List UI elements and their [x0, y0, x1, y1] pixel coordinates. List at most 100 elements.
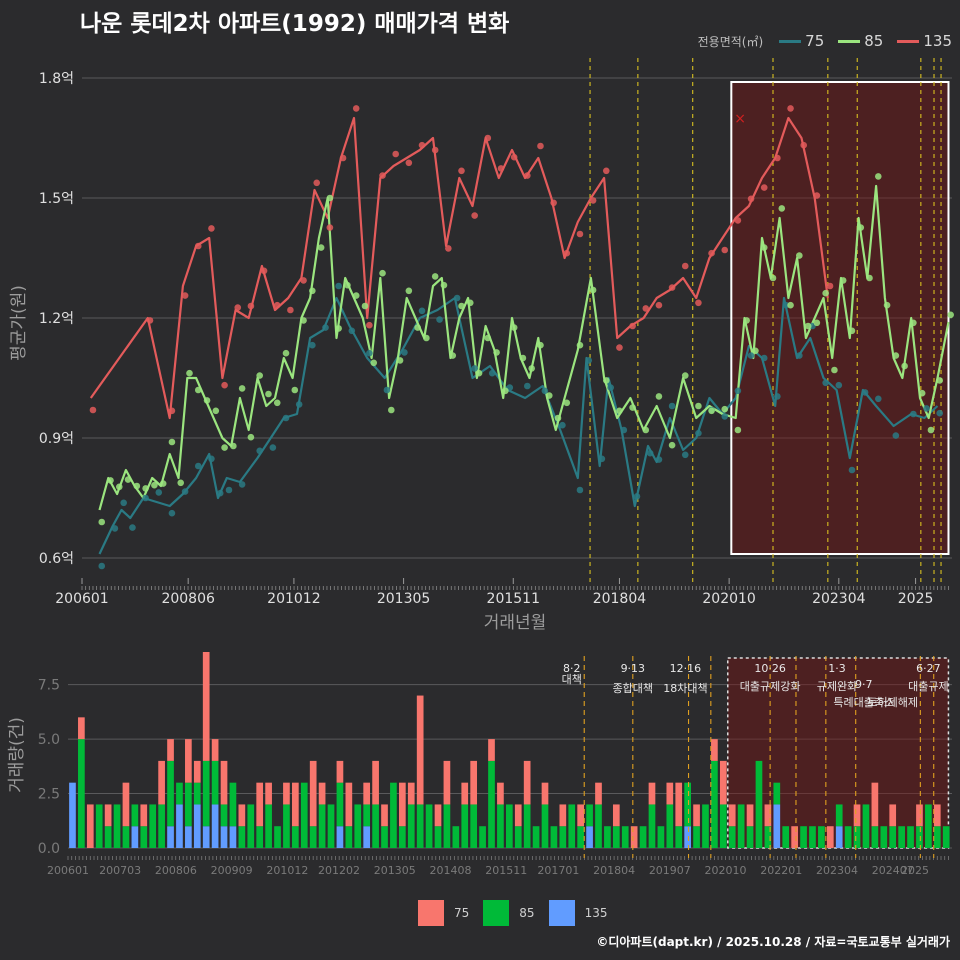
bar-segment-85: [532, 826, 540, 848]
legend-label-135: 135: [923, 32, 952, 50]
series-point-85: [212, 407, 220, 415]
bar-x-tick-label: 201202: [318, 864, 360, 877]
bar-segment-75: [497, 782, 504, 805]
bar-segment-135: [176, 804, 183, 848]
bar-segment-75: [693, 804, 700, 827]
series-point-85: [743, 317, 750, 324]
policy-text-label: 18차대책: [663, 682, 707, 695]
series-point-75: [142, 494, 149, 502]
series-point-85: [721, 405, 729, 413]
y-axis-title: 평균가(원): [9, 285, 29, 361]
series-point-75: [471, 365, 478, 372]
series-point-85: [545, 392, 553, 399]
series-point-135: [234, 304, 242, 311]
series-point-75: [488, 369, 496, 377]
series-point-85: [528, 365, 535, 372]
series-point-135: [352, 105, 360, 112]
series-point-85: [787, 301, 794, 309]
bar-segment-85: [657, 826, 665, 848]
series-point-75: [111, 525, 119, 532]
series-point-85: [466, 299, 474, 307]
bar-segment-75: [443, 760, 451, 805]
bar-segment-85: [907, 826, 914, 848]
series-point-135: [418, 141, 426, 149]
policy-text-label: 대출규제: [908, 680, 948, 693]
legend-box-75: [418, 900, 444, 926]
series-point-135: [563, 249, 571, 257]
bar-segment-85: [167, 760, 174, 827]
series-point-75: [216, 489, 224, 497]
legend-top-item: 135: [889, 32, 952, 50]
series-point-75: [655, 456, 663, 463]
series-point-135: [208, 225, 215, 232]
series-point-85: [589, 286, 597, 294]
series-point-85: [681, 372, 689, 379]
bar-segment-85: [604, 826, 611, 848]
bar-segment-85: [140, 826, 148, 848]
bar-segment-135: [586, 826, 593, 848]
bar-segment-85: [176, 782, 183, 805]
series-point-85: [291, 386, 299, 394]
bar-segment-85: [835, 804, 843, 827]
bar-segment-135: [835, 826, 843, 848]
bar-segment-75: [238, 804, 246, 827]
bar-segment-85: [719, 804, 727, 848]
series-point-135: [510, 153, 518, 161]
series-point-85: [554, 414, 562, 422]
bar-segment-75: [711, 739, 718, 761]
highlight-box: [730, 81, 950, 555]
bar-segment-85: [211, 760, 219, 805]
bar-segment-75: [140, 804, 148, 827]
series-point-75: [282, 414, 290, 422]
series-point-135: [721, 246, 729, 254]
legend-bottom-label-135: 135: [584, 906, 608, 920]
bar-segment-85: [514, 826, 522, 848]
series-point-135: [300, 277, 307, 284]
series-point-75: [747, 352, 755, 359]
series-point-135: [524, 172, 531, 179]
series-point-75: [335, 282, 342, 290]
series-point-85: [405, 287, 413, 295]
bar-segment-85: [746, 826, 754, 848]
x-tick-label: 202304: [812, 591, 866, 607]
series-point-85: [247, 433, 255, 441]
bar-y-tick-label: 0.0: [38, 841, 60, 857]
series-point-135: [287, 306, 294, 314]
series-point-85: [238, 385, 246, 392]
bar-segment-75: [372, 760, 379, 805]
bar-y-tick-label: 7.5: [38, 678, 60, 694]
bar-segment-85: [728, 826, 736, 848]
bar-segment-85: [220, 804, 228, 827]
bar-segment-75: [363, 782, 371, 805]
series-point-75: [541, 387, 549, 395]
series-point-85: [752, 347, 759, 355]
series-point-75: [861, 389, 869, 396]
bar-segment-85: [853, 826, 861, 848]
bar-segment-75: [514, 804, 522, 827]
bar-segment-85: [363, 804, 371, 827]
series-point-85: [629, 404, 636, 411]
bar-segment-135: [69, 782, 76, 848]
bar-segment-75: [595, 782, 602, 805]
bar-segment-75: [764, 804, 772, 827]
bar-x-tick-label: 201701: [537, 864, 579, 877]
series-point-75: [646, 449, 654, 457]
bar-segment-85: [425, 804, 433, 848]
series-point-85: [396, 357, 404, 364]
series-point-75: [796, 352, 803, 359]
bar-segment-85: [505, 804, 513, 848]
bar-segment-75: [666, 782, 674, 805]
series-point-135: [168, 407, 176, 415]
chart-title: 나운 롯데2차 아파트(1992) 매매가격 변화: [80, 11, 510, 37]
series-point-85: [848, 327, 856, 335]
bar-segment-85: [256, 826, 264, 848]
bar-segment-75: [158, 760, 165, 805]
series-point-85: [616, 407, 623, 415]
series-point-85: [449, 352, 457, 359]
series-point-85: [282, 349, 290, 357]
bar-x-tick-label: 201511: [485, 864, 527, 877]
bar-segment-75: [336, 760, 344, 783]
bar-segment-85: [452, 826, 460, 848]
bar-segment-85: [122, 826, 130, 848]
